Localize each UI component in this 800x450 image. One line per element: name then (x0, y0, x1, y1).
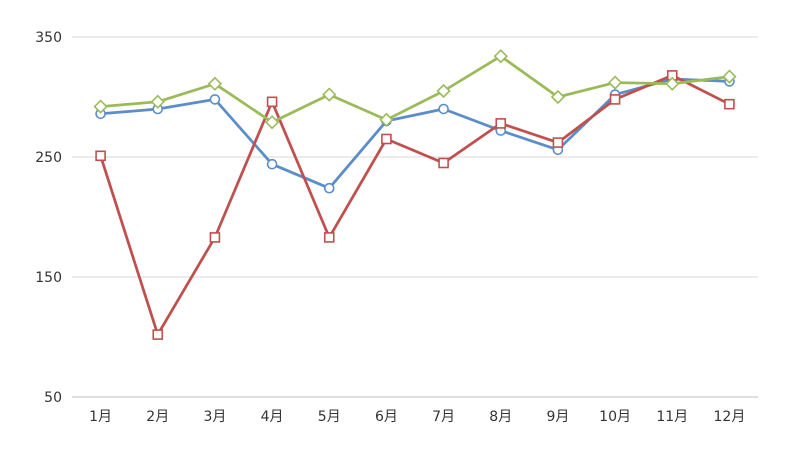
y-axis-ticks: 50 150 250 350 (35, 30, 62, 406)
data-point (150, 94, 165, 109)
y-tick-label: 350 (35, 30, 62, 46)
data-point (95, 150, 106, 162)
series-2-line (99, 74, 731, 336)
data-point (264, 115, 280, 130)
data-point (722, 69, 737, 84)
gridlines (72, 36, 758, 398)
data-point (436, 83, 451, 99)
x-tick-label: 7月 (432, 409, 455, 425)
series-2 (95, 70, 735, 340)
data-point (209, 94, 221, 105)
x-tick-label: 11月 (656, 409, 688, 425)
data-point (724, 98, 735, 110)
x-tick-label: 12月 (714, 409, 746, 425)
x-axis-ticks: 1月 2月 3月 4月 5月 6月 7月 8月 9月 10月 11月 12月 (89, 409, 745, 425)
data-point (381, 133, 392, 145)
series-3 (93, 49, 737, 130)
x-tick-label: 10月 (599, 409, 631, 425)
data-point (438, 103, 449, 115)
y-tick-label: 50 (44, 390, 62, 406)
data-point (609, 94, 621, 105)
x-tick-label: 4月 (261, 409, 284, 425)
y-tick-label: 250 (35, 150, 62, 166)
data-point (379, 112, 394, 127)
data-point (152, 329, 164, 340)
data-point (495, 118, 507, 129)
data-point (266, 158, 278, 170)
x-tick-label: 9月 (546, 409, 569, 425)
data-point (550, 89, 566, 105)
y-tick-label: 150 (35, 270, 62, 286)
series-group (93, 49, 737, 340)
data-point (209, 232, 221, 243)
x-tick-label: 2月 (146, 409, 169, 425)
x-tick-label: 3月 (203, 409, 226, 425)
data-point (438, 157, 449, 169)
x-tick-label: 8月 (489, 409, 512, 425)
data-point (323, 182, 335, 194)
x-tick-label: 6月 (375, 409, 398, 425)
data-point (323, 232, 335, 243)
data-point (607, 75, 623, 90)
data-point (93, 99, 108, 114)
data-point (266, 96, 278, 108)
data-point (552, 137, 564, 148)
data-point (322, 87, 337, 102)
series-1-line (99, 77, 731, 190)
data-point (665, 76, 680, 91)
series-3-line (99, 54, 731, 124)
data-point (493, 49, 508, 64)
data-point (207, 76, 223, 91)
x-tick-label: 5月 (318, 409, 341, 425)
x-tick-label: 1月 (89, 409, 112, 425)
